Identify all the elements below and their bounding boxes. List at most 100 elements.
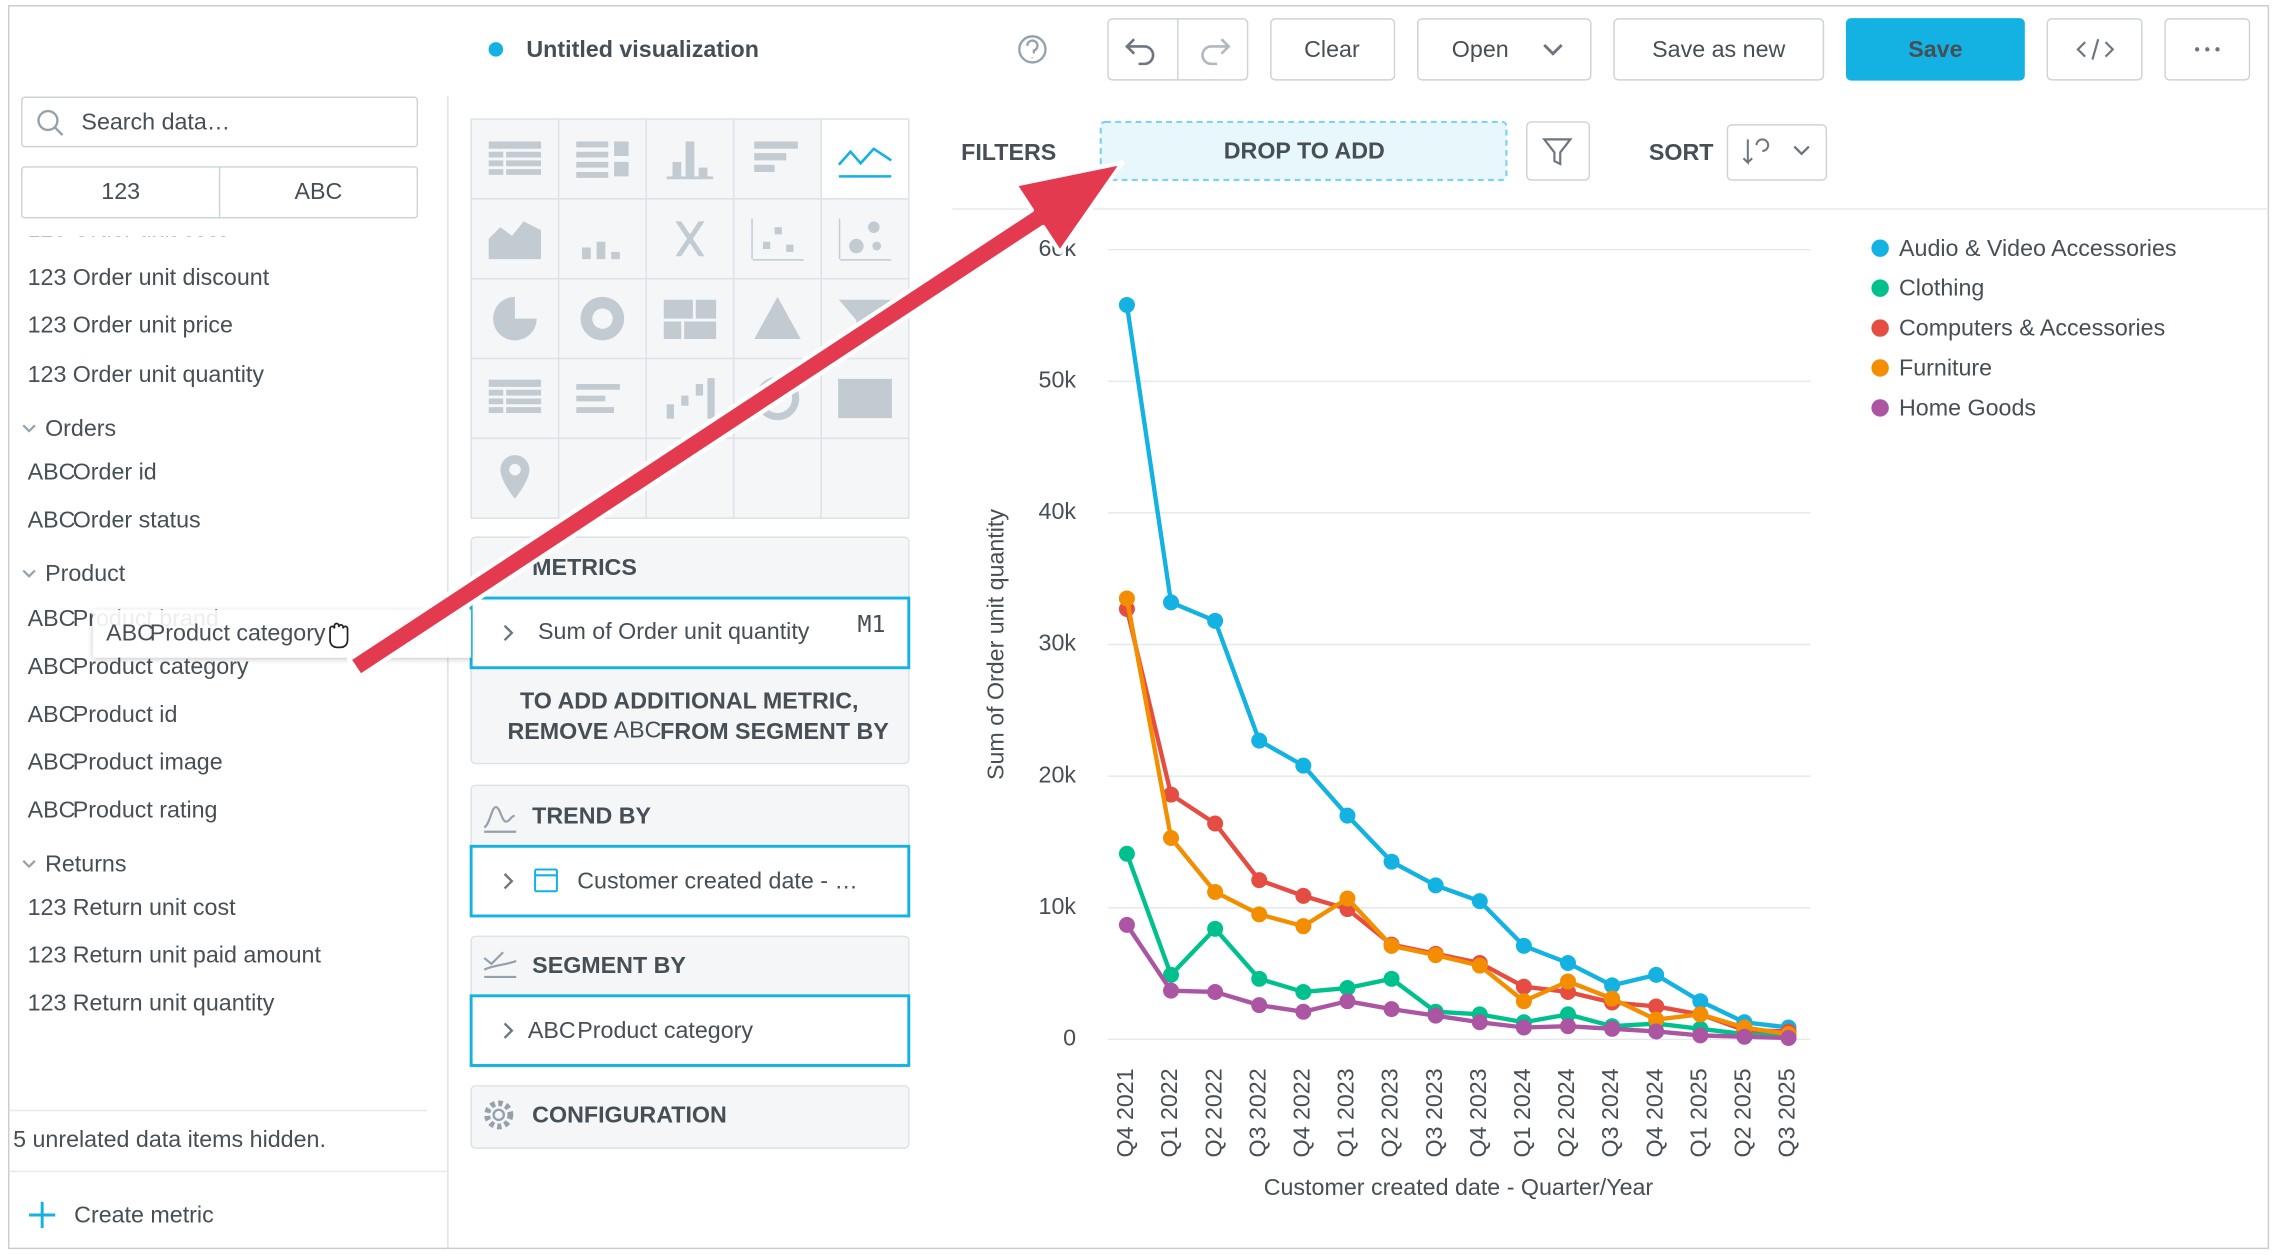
open-button[interactable] [1417,18,1592,81]
data-point[interactable] [1295,757,1312,774]
field-label[interactable]: Product id [73,701,178,727]
legend-swatch[interactable] [1871,239,1889,257]
data-point[interactable] [1118,916,1135,933]
data-point[interactable] [1118,590,1135,607]
data-point[interactable] [1559,973,1576,990]
clear-button[interactable] [1270,18,1396,81]
data-point[interactable] [1295,983,1312,1000]
data-point[interactable] [1604,1020,1621,1037]
data-point[interactable] [1295,887,1312,904]
data-point[interactable] [1383,937,1400,954]
data-point[interactable] [1295,1003,1312,1020]
field-label[interactable]: Order unit discount [73,264,270,290]
help-icon[interactable] [1018,35,1047,64]
chart-type-cell[interactable] [557,118,647,200]
data-point[interactable] [1163,982,1180,999]
data-point[interactable] [1207,612,1224,629]
data-point[interactable] [1515,993,1532,1010]
data-point[interactable] [1648,1023,1665,1040]
data-point[interactable] [1515,937,1532,954]
data-point[interactable] [1339,890,1356,907]
data-point[interactable] [1207,920,1224,937]
data-point[interactable] [1604,990,1621,1007]
field-label[interactable]: Order unit cost [73,216,226,242]
bucket-item[interactable] [469,994,911,1067]
legend-swatch[interactable] [1871,319,1889,337]
data-point[interactable] [1339,993,1356,1010]
field-label[interactable]: Product rating [73,797,218,823]
chart-type-cell[interactable] [733,198,822,280]
configuration-title[interactable]: CONFIGURATION [532,1101,727,1127]
data-point[interactable] [1471,957,1488,974]
data-point[interactable] [1251,970,1268,987]
field-label[interactable]: Return unit cost [73,894,236,920]
field-label[interactable]: Return unit quantity [73,990,275,1016]
data-point[interactable] [1780,1030,1797,1047]
legend-label[interactable]: Home Goods [1899,395,2036,421]
chart-type-cell[interactable] [470,118,560,200]
bucket-item[interactable] [469,596,911,670]
field-label[interactable]: Return unit paid amount [73,942,322,968]
chart-type-cell[interactable] [820,198,910,280]
data-point[interactable] [1471,893,1488,910]
bucket-item[interactable] [469,844,911,918]
data-point[interactable] [1207,883,1224,900]
sort-button[interactable] [1726,124,1828,181]
legend-label[interactable]: Furniture [1899,355,1992,381]
data-point[interactable] [1207,983,1224,1000]
field-label[interactable]: Order status [73,506,201,532]
group-label[interactable]: Product [45,560,126,586]
data-point[interactable] [1163,594,1180,611]
data-point[interactable] [1559,1006,1576,1023]
data-point[interactable] [1427,1007,1444,1024]
data-point[interactable] [1559,1018,1576,1035]
legend-label[interactable]: Audio & Video Accessories [1899,235,2177,261]
legend-label[interactable]: Clothing [1899,275,1984,301]
data-point[interactable] [1515,1019,1532,1036]
save-as-new-button[interactable] [1613,18,1825,81]
data-point[interactable] [1427,877,1444,894]
data-point[interactable] [1163,786,1180,803]
data-point[interactable] [1251,906,1268,923]
legend-swatch[interactable] [1871,359,1889,377]
field-label[interactable]: Order unit price [73,312,233,338]
data-point[interactable] [1515,978,1532,995]
data-point[interactable] [1163,830,1180,846]
data-point[interactable] [1118,845,1135,862]
data-point[interactable] [1427,947,1444,964]
data-point[interactable] [1383,970,1400,987]
filter-button[interactable] [1526,121,1591,181]
data-point[interactable] [1692,993,1709,1010]
data-point[interactable] [1692,1006,1709,1023]
data-point[interactable] [1648,998,1665,1015]
data-point[interactable] [1251,997,1268,1014]
data-point[interactable] [1559,955,1576,972]
search-box[interactable] [21,96,419,148]
data-point[interactable] [1648,966,1665,983]
data-point[interactable] [1383,1001,1400,1018]
data-point[interactable] [1251,732,1268,749]
tab-numeric[interactable]: 123 [101,178,140,204]
group-label[interactable]: Returns [45,850,126,876]
data-point[interactable] [1383,853,1400,870]
legend-swatch[interactable] [1871,399,1889,417]
data-point[interactable] [1251,872,1268,889]
data-point[interactable] [1295,918,1312,935]
field-label[interactable]: Order unit quantity [73,361,265,387]
data-point[interactable] [1163,966,1180,983]
data-point[interactable] [1648,1011,1665,1028]
chart-type-cell[interactable] [557,198,647,280]
save-button[interactable] [1845,18,2025,81]
data-point[interactable] [1736,1028,1753,1045]
data-point[interactable] [1339,980,1356,997]
data-point[interactable] [1692,1027,1709,1044]
chart-type-cell[interactable] [557,277,647,360]
field-label[interactable]: Order id [73,458,157,484]
create-metric[interactable]: Create metric [74,1202,214,1228]
field-label[interactable]: Product image [73,749,223,775]
group-label[interactable]: Orders [45,415,116,441]
tab-text[interactable]: ABC [295,178,343,204]
data-point[interactable] [1339,807,1356,824]
data-point[interactable] [1118,296,1135,313]
data-point[interactable] [1207,815,1224,832]
